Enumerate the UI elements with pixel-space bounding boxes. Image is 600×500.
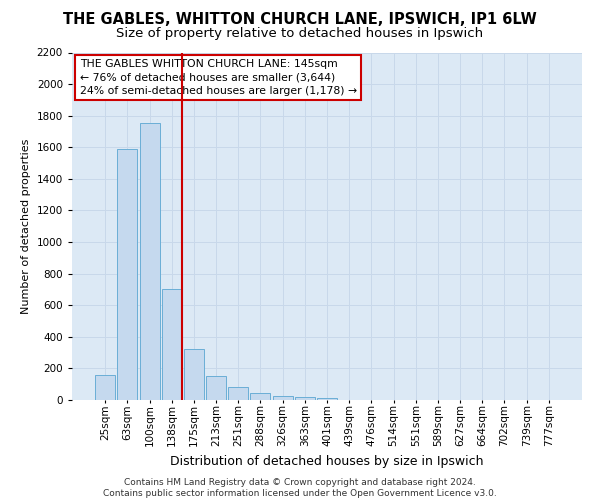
Text: Contains HM Land Registry data © Crown copyright and database right 2024.
Contai: Contains HM Land Registry data © Crown c… — [103, 478, 497, 498]
Y-axis label: Number of detached properties: Number of detached properties — [21, 138, 31, 314]
Bar — [118, 149, 137, 400]
Bar — [295, 397, 315, 400]
Text: Size of property relative to detached houses in Ipswich: Size of property relative to detached ho… — [116, 28, 484, 40]
Bar — [95, 374, 115, 400]
Bar — [184, 350, 204, 400]
Text: THE GABLES, WHITTON CHURCH LANE, IPSWICH, IP1 6LW: THE GABLES, WHITTON CHURCH LANE, IPSWICH… — [63, 12, 537, 28]
Text: THE GABLES WHITTON CHURCH LANE: 145sqm
← 76% of detached houses are smaller (3,6: THE GABLES WHITTON CHURCH LANE: 145sqm ←… — [80, 60, 357, 96]
Bar — [317, 398, 337, 400]
Bar — [272, 396, 293, 400]
Bar — [250, 393, 271, 400]
X-axis label: Distribution of detached houses by size in Ipswich: Distribution of detached houses by size … — [170, 454, 484, 468]
Bar — [140, 123, 160, 400]
Bar — [206, 376, 226, 400]
Bar — [162, 290, 182, 400]
Bar — [228, 388, 248, 400]
